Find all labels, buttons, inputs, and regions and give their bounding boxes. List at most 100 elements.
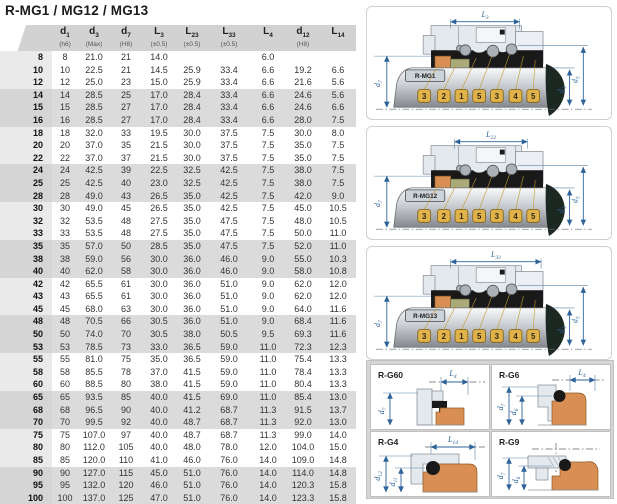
table-row: 35 35 57.0 50 28.5 35.0 47.5 7.5 52.0 11.0 (0, 239, 356, 253)
value-cell: 36.0 (183, 278, 201, 289)
value-cell: 46.0 (183, 455, 201, 465)
value-cell: 33.4 (208, 113, 250, 127)
value-cell: 41.5 (176, 391, 208, 404)
seal-diagram-r-mg1: L3 R-MG1 (367, 10, 611, 119)
table-row: 90 90 127.0 115 45.0 51.0 76.0 14.0 114.0 14.8 (0, 466, 356, 480)
value-cell: 26.5 (150, 203, 168, 214)
value-cell: 81.0 (85, 354, 103, 365)
value-cell: 99.5 (78, 416, 110, 429)
value-cell: 48.7 (176, 416, 208, 429)
value-cell: 22.5 (85, 64, 103, 75)
value-cell: 90 (52, 466, 78, 480)
seat-name-label: R-G6 (499, 370, 520, 380)
value-cell: 17.0 (142, 113, 176, 127)
value-cell: 38.0 (150, 379, 168, 390)
value-cell: 30.0 (142, 265, 176, 278)
value-cell: 14.8 (329, 455, 347, 465)
value-cell: 33.4 (208, 101, 250, 114)
dim-label-l23: L23 (485, 130, 496, 141)
value-cell (208, 51, 250, 64)
table-row: 32 32 53.5 48 27.5 35.0 47.5 7.5 48.0 10.5 (0, 214, 356, 228)
value-cell: 66 (110, 315, 142, 329)
value-cell: 127.0 (78, 466, 110, 480)
value-cell: 35 (120, 140, 131, 151)
size-cell: 45 (0, 302, 52, 316)
value-cell: 27.5 (150, 215, 168, 226)
value-cell: 95 (52, 479, 78, 492)
value-cell: 8.0 (331, 127, 345, 138)
value-cell: 105 (118, 442, 134, 453)
value-cell: 47.5 (220, 228, 238, 239)
value-cell: 7.5 (250, 164, 286, 177)
value-cell: 33.4 (220, 64, 238, 75)
table-row: 58 58 85.5 78 37.0 41.5 59.0 11.0 78.4 13.3 (0, 365, 356, 379)
value-cell: 40 (110, 176, 142, 190)
value-cell: 78.5 (78, 340, 110, 354)
dim-label-l4: L4 (448, 369, 456, 380)
value-cell: 7.5 (250, 239, 286, 253)
value-cell: 12.0 (259, 442, 277, 453)
value-cell: 12.3 (320, 340, 356, 354)
value-cell: 24 (52, 164, 78, 177)
value-cell: 33.4 (220, 77, 238, 88)
value-cell: 40.0 (142, 416, 176, 429)
value-cell: 75 (120, 354, 131, 365)
value-cell: 10.3 (320, 252, 356, 266)
value-cell: 11.0 (329, 228, 347, 239)
value-cell: 25 (52, 176, 78, 190)
dim-label-l3: L3 (481, 10, 489, 21)
value-cell: 6.0 (261, 52, 275, 62)
value-cell: 43 (110, 189, 142, 203)
value-cell: 10.5 (329, 203, 347, 214)
value-cell: 25.9 (183, 64, 201, 75)
seal-name-label: R-MG12 (413, 193, 438, 200)
size-cell: 8 (0, 51, 52, 64)
value-cell: 15.8 (320, 491, 356, 504)
table-row: 75 75 107.0 97 40.0 48.7 68.7 11.3 99.0 14.0 (0, 428, 356, 442)
value-cell: 58 (110, 265, 142, 278)
value-cell: 41.5 (183, 366, 201, 377)
value-cell: 7.5 (261, 152, 275, 163)
value-cell: 53.5 (85, 228, 103, 239)
value-cell: 40 (52, 265, 78, 278)
value-cell: 68.7 (208, 416, 250, 429)
value-cell: 11.6 (320, 315, 356, 329)
value-cell: 62.0 (294, 291, 312, 302)
size-cell: 14 (0, 88, 52, 102)
size-cell: 12 (0, 76, 52, 89)
value-cell: 42.0 (286, 189, 320, 203)
value-cell: 37.0 (150, 366, 168, 377)
value-cell: 100 (52, 491, 78, 504)
value-cell: 65 (52, 391, 78, 404)
value-cell: 6.6 (250, 101, 286, 114)
column-header: d12 (H8) (286, 25, 320, 51)
value-cell: 50 (110, 239, 142, 253)
value-cell: 76.0 (220, 455, 238, 465)
value-cell: 53.5 (85, 215, 103, 226)
value-cell: 40.0 (150, 429, 168, 440)
value-cell: 30.0 (150, 303, 168, 314)
value-cell: 9.0 (261, 278, 275, 289)
value-cell: 51.0 (208, 315, 250, 329)
column-header: L4 (250, 25, 286, 51)
value-cell: 51.0 (220, 278, 238, 289)
value-cell: 14.0 (329, 429, 347, 440)
value-cell: 35.0 (294, 152, 312, 163)
value-cell: 85.5 (85, 366, 103, 377)
value-cell: 30.5 (142, 328, 176, 341)
value-cell: 64.0 (294, 303, 312, 314)
size-cell: 33 (0, 227, 52, 240)
value-cell: 62.0 (78, 265, 110, 278)
seal-diagram-card-r-mg13: L33 R-MG13 (366, 246, 612, 360)
size-cell: 60 (0, 378, 52, 392)
value-cell: 40.0 (150, 442, 168, 453)
size-cell: 58 (0, 365, 52, 379)
value-cell: 62.0 (294, 278, 312, 289)
value-cell: 36.0 (176, 315, 208, 329)
value-cell: 25.9 (183, 77, 201, 88)
value-cell: 15.0 (150, 77, 168, 88)
dimensions-table: d1 (h6) d3 (Max) d7 (H8) L3 (±0.5) L23 (±0.5) L33(… (0, 25, 356, 504)
value-cell: 137.0 (78, 491, 110, 504)
size-cell: 20 (0, 139, 52, 152)
value-cell: 21.5 (150, 140, 168, 151)
